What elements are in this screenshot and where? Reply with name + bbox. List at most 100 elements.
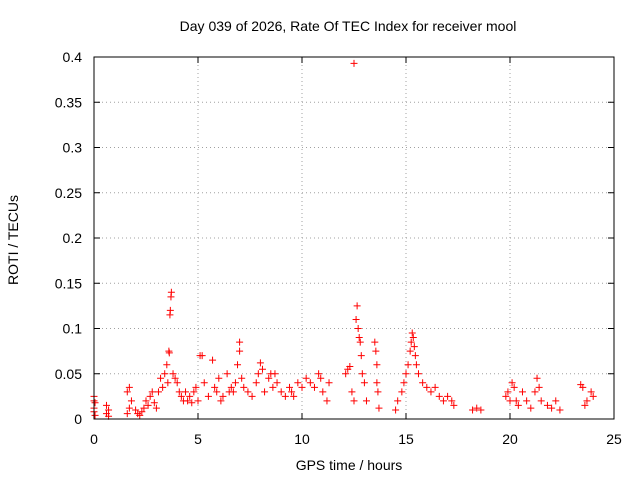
data-point <box>450 401 458 409</box>
data-point <box>354 325 362 332</box>
data-point <box>217 397 225 405</box>
data-point <box>357 352 365 360</box>
data-point <box>258 365 266 373</box>
data-point <box>402 370 410 378</box>
data-point <box>508 379 516 387</box>
data-point <box>144 401 152 409</box>
data-point <box>410 343 418 351</box>
y-tick-label: 0.1 <box>63 321 83 337</box>
data-point <box>323 397 331 405</box>
data-point <box>286 383 294 391</box>
data-point <box>182 388 190 396</box>
data-point <box>583 397 591 405</box>
data-point <box>136 411 144 419</box>
data-point <box>406 347 414 355</box>
data-point <box>252 379 260 387</box>
data-point <box>273 379 281 387</box>
data-point <box>204 392 212 400</box>
data-point <box>298 383 306 391</box>
data-point <box>236 338 244 346</box>
data-point <box>392 406 400 414</box>
data-point <box>164 379 172 387</box>
x-tick-label: 15 <box>398 431 414 447</box>
data-point <box>353 302 361 310</box>
data-point <box>146 392 154 400</box>
data-point <box>552 397 560 405</box>
data-point <box>394 397 402 405</box>
data-point <box>306 379 314 387</box>
data-point <box>535 383 543 391</box>
data-point <box>355 334 363 342</box>
data-point <box>356 338 364 346</box>
data-point <box>190 388 198 396</box>
data-point <box>352 315 360 323</box>
data-point <box>317 374 325 382</box>
x-axis-label: GPS time / hours <box>296 457 403 473</box>
data-point <box>533 374 541 382</box>
data-point <box>523 397 531 405</box>
data-point <box>175 388 183 396</box>
data-point <box>427 388 435 396</box>
data-point <box>163 361 171 369</box>
data-point <box>288 388 296 396</box>
x-tick-label: 0 <box>90 431 98 447</box>
data-point <box>398 388 406 396</box>
data-point <box>504 388 512 396</box>
data-point <box>142 397 150 405</box>
data-point <box>531 388 539 396</box>
data-point <box>138 408 146 416</box>
data-point <box>125 404 133 412</box>
data-point <box>512 397 520 405</box>
data-point <box>125 383 133 391</box>
data-point <box>219 392 227 400</box>
data-point <box>310 383 318 391</box>
data-point <box>411 352 419 360</box>
data-point <box>161 370 169 378</box>
data-point <box>408 329 416 337</box>
data-point <box>435 392 443 400</box>
data-point <box>234 361 242 369</box>
data-point <box>105 406 113 414</box>
data-point <box>165 349 173 357</box>
data-point <box>140 404 148 412</box>
data-point <box>407 338 415 346</box>
data-point <box>579 383 587 391</box>
x-tick-label: 25 <box>606 431 622 447</box>
data-point <box>91 399 99 407</box>
data-point <box>171 374 179 382</box>
data-point <box>362 397 370 405</box>
data-point <box>444 392 452 400</box>
data-point <box>194 397 202 405</box>
data-point <box>348 388 356 396</box>
data-point <box>448 397 456 405</box>
data-point <box>223 370 231 378</box>
data-point <box>123 388 131 396</box>
data-point <box>302 374 310 382</box>
data-point <box>514 401 522 409</box>
data-point <box>375 404 383 412</box>
data-point <box>325 379 333 387</box>
data-point <box>192 383 200 391</box>
data-point <box>248 392 256 400</box>
data-point <box>342 370 350 378</box>
data-point <box>315 370 323 378</box>
x-tick-label: 5 <box>194 431 202 447</box>
data-point <box>371 338 379 346</box>
data-point <box>271 370 279 378</box>
data-point <box>510 383 518 391</box>
data-point <box>412 361 420 369</box>
data-point <box>231 379 239 387</box>
chart-title: Day 039 of 2026, Rate Of TEC Index for r… <box>180 18 517 34</box>
data-point <box>556 406 564 414</box>
data-point <box>240 383 248 391</box>
data-point <box>177 392 185 400</box>
data-point <box>229 388 237 396</box>
data-point <box>188 399 196 407</box>
data-point <box>148 388 156 396</box>
data-point <box>186 392 194 400</box>
data-point <box>173 379 181 387</box>
data-point <box>419 379 427 387</box>
data-point <box>215 374 223 382</box>
y-tick-label: 0.15 <box>55 275 82 291</box>
data-point <box>123 410 131 418</box>
